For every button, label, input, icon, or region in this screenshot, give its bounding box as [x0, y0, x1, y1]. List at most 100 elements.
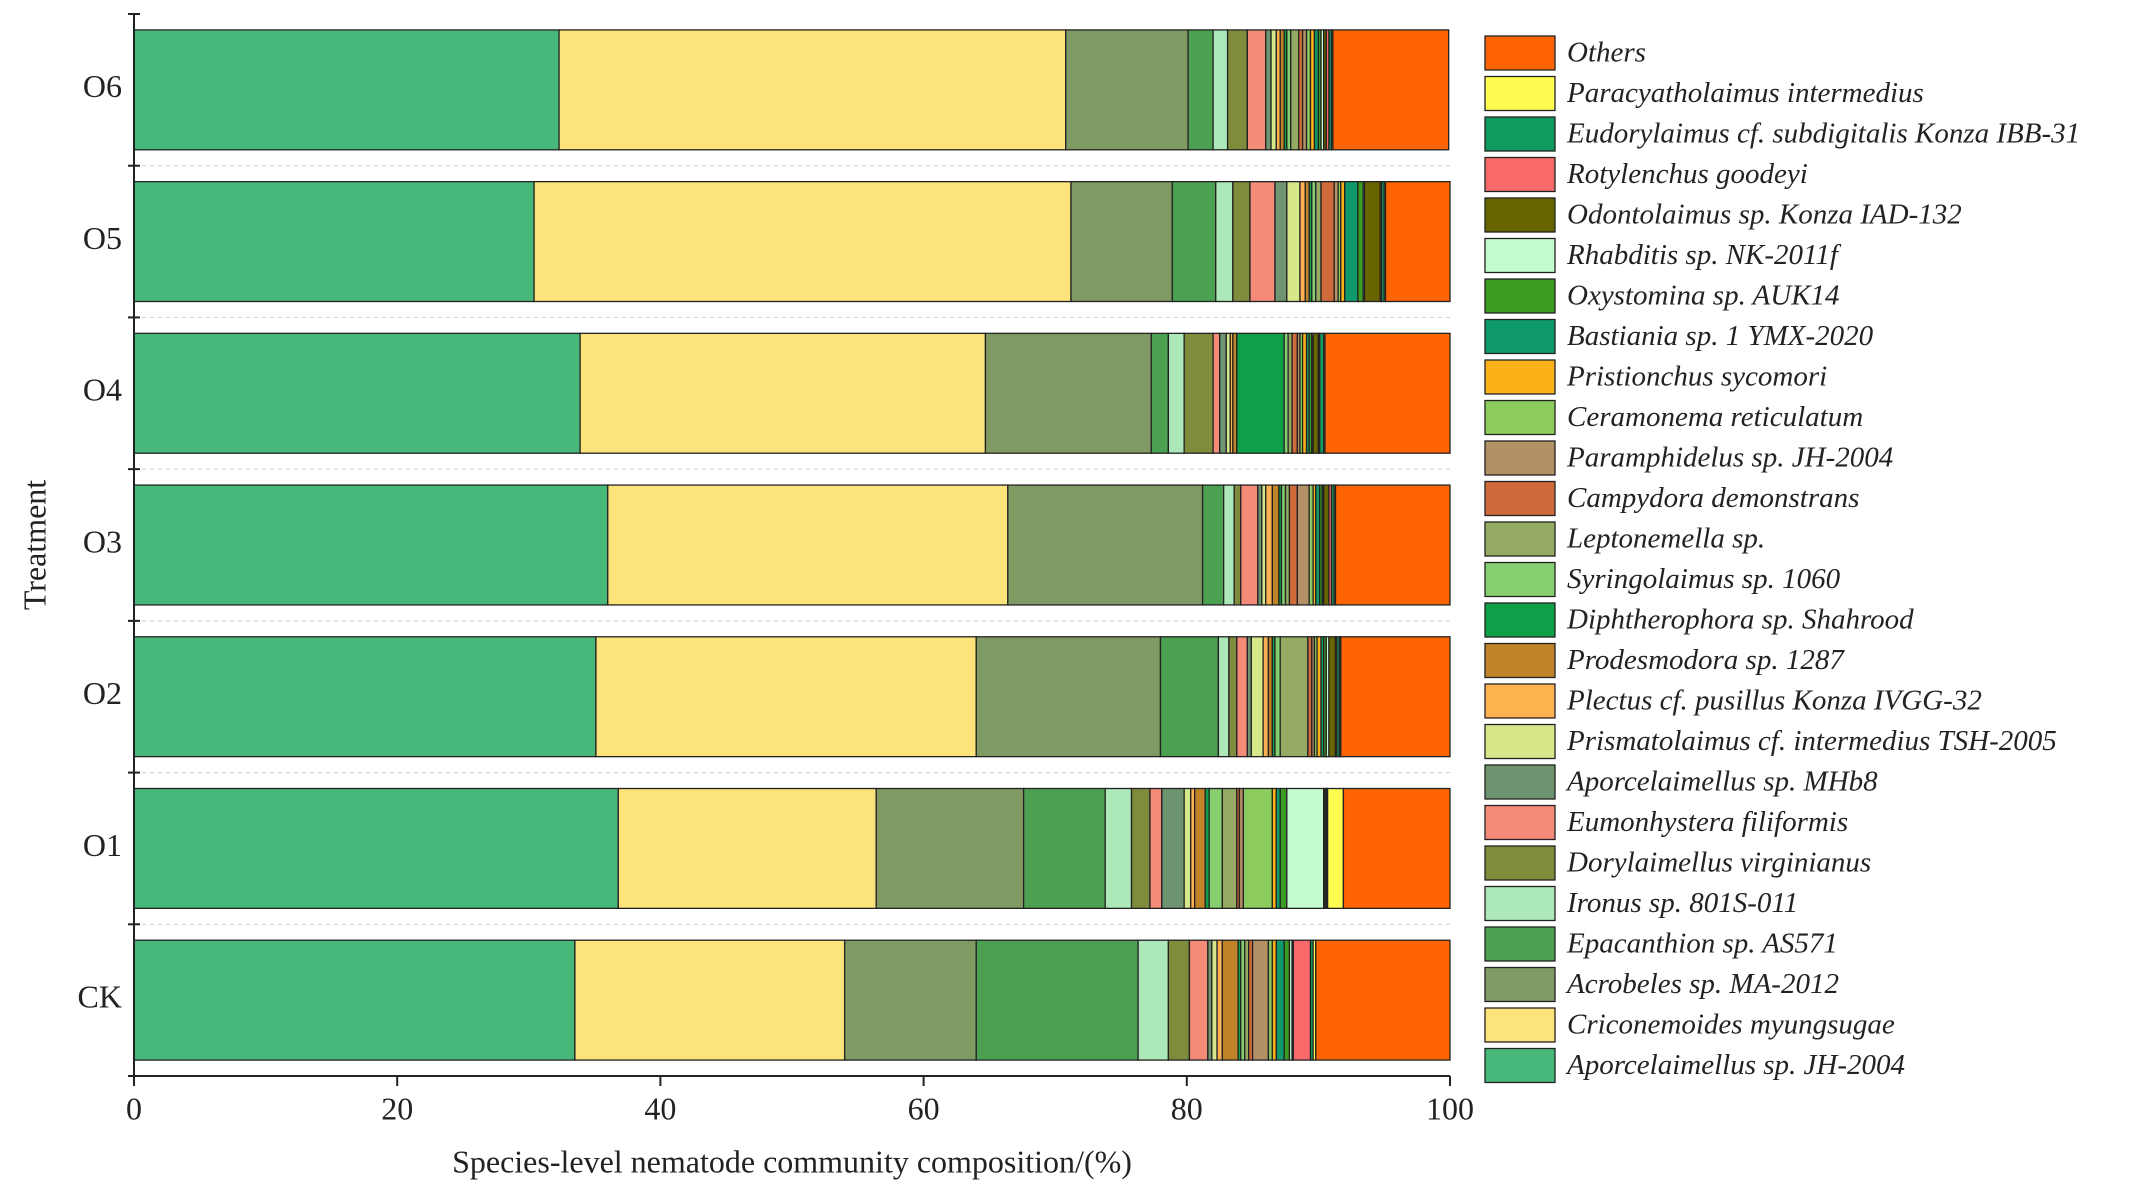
bar-segment [1216, 939, 1223, 1061]
bar-segment [1240, 484, 1259, 606]
bar-segment [1265, 484, 1273, 606]
bar-segment [1286, 787, 1325, 910]
bar-segment [1275, 939, 1285, 1061]
bar-segment [558, 29, 1067, 151]
bar-segment [1212, 332, 1221, 454]
bar-segment [1265, 29, 1272, 151]
bar-segment [1288, 484, 1298, 606]
bar-segment [1221, 787, 1238, 910]
bar-segment [1171, 180, 1217, 303]
bar-segment [1290, 29, 1300, 151]
y-tick-label: O6 [83, 68, 122, 104]
bar-segment [1279, 787, 1288, 910]
bar-segment [1320, 180, 1335, 303]
legend-swatch [1484, 440, 1556, 476]
y-tick-label: CK [78, 978, 122, 1014]
bar-segment [875, 787, 1025, 910]
bar-segment [1226, 29, 1248, 151]
legend-label: Eudorylaimus cf. subdigitalis Konza IBB-… [1566, 118, 2080, 150]
bar-segment [1233, 484, 1242, 606]
bar-segment [843, 939, 977, 1061]
legend-label: Paracyatholaimus intermedius [1566, 77, 1924, 109]
bar-segment [1315, 939, 1451, 1061]
bar-segment [133, 332, 581, 454]
legend-label: Ceramonema reticulatum [1567, 401, 1863, 433]
bar-segment [1332, 29, 1450, 151]
legend-swatch [1484, 35, 1556, 71]
y-axis-label: Treatment [16, 480, 52, 610]
legend-swatch [1484, 116, 1556, 152]
legend-swatch [1484, 926, 1556, 962]
legend-swatch [1484, 156, 1556, 193]
x-axis-label: Species-level nematode community composi… [452, 1143, 1132, 1179]
legend-label: Rotylenchus goodeyi [1566, 158, 1808, 190]
legend-swatch [1484, 1047, 1556, 1084]
bar-segment [1159, 636, 1220, 758]
bar-segment [1344, 180, 1359, 303]
bar-segment [1292, 939, 1312, 1061]
x-tick-label: 60 [908, 1090, 940, 1126]
y-tick-label: O5 [83, 220, 122, 256]
legend-label: Paramphidelus sp. JH-2004 [1566, 442, 1893, 474]
bar-segment [1104, 787, 1133, 910]
legend-label: Eumonhystera filiformis [1566, 806, 1848, 838]
legend-swatch [1484, 197, 1556, 233]
bar-segment [1236, 332, 1285, 454]
bar-segment [1215, 180, 1234, 303]
legend-swatch [1484, 480, 1556, 517]
bar-segment [984, 332, 1152, 454]
legend-label: Prismatolaimus cf. intermedius TSH-2005 [1566, 725, 2057, 757]
bar-segment [133, 180, 535, 303]
legend-label: Bastiania sp. 1 YMX-2020 [1567, 320, 1874, 352]
bar-segment [1211, 939, 1218, 1061]
bar-segment [1271, 484, 1280, 606]
bar-segment [1188, 939, 1209, 1061]
bar-segment [1250, 636, 1264, 758]
x-tick-label: 100 [1426, 1090, 1474, 1126]
bar-segment [607, 484, 1009, 606]
bar-segment [1324, 332, 1451, 454]
bar-segment [975, 636, 1162, 758]
bar-segment [1326, 787, 1345, 910]
bar-segment [617, 787, 877, 910]
bar-segment [1283, 939, 1291, 1061]
legend-label: Acrobeles sp. MA-2012 [1565, 968, 1839, 1000]
bar-segment [1291, 332, 1298, 454]
legend-label: Campydora demonstrans [1567, 482, 1859, 514]
bar-segment [1363, 180, 1381, 303]
bar-segment [133, 484, 609, 606]
bar-segment [1065, 29, 1189, 151]
bar-segment [1236, 636, 1248, 758]
legend-swatch [1484, 966, 1556, 1003]
bar-segment [1161, 787, 1185, 910]
bar-segment [579, 332, 987, 454]
legend-swatch [1484, 602, 1556, 638]
bar-segment [1228, 636, 1238, 758]
legend-label: Plectus cf. pusillus Konza IVGG-32 [1566, 685, 1982, 717]
bar-segment [1212, 29, 1229, 151]
bar-segment [1217, 636, 1230, 758]
bar-segment [1022, 787, 1106, 910]
bar-segment [1296, 484, 1310, 606]
bar-segment [1150, 332, 1170, 454]
bar-segment [1286, 180, 1301, 303]
legend-label: Aporcelaimellus sp. JH-2004 [1565, 1049, 1905, 1081]
bar-segment [133, 787, 619, 910]
bar-segment [1274, 636, 1281, 758]
bar-segment [1242, 787, 1273, 910]
bar-segment [1279, 636, 1309, 758]
legend-swatch [1484, 278, 1556, 314]
bar-segment [1222, 484, 1235, 606]
bar-segment [533, 180, 1072, 303]
x-tick-label: 40 [644, 1090, 676, 1126]
legend-label: Prodesmodora sp. 1287 [1566, 644, 1845, 676]
bar-segment [1299, 180, 1306, 303]
legend-label: Others [1567, 37, 1646, 69]
legend-swatch [1484, 75, 1556, 112]
legend-swatch [1484, 845, 1556, 881]
legend-swatch [1484, 521, 1556, 557]
bar-segment [1328, 636, 1337, 758]
y-tick-label: O3 [83, 523, 122, 559]
legend-label: Criconemoides myungsugae [1567, 1009, 1895, 1041]
bar-segment [1219, 332, 1227, 454]
